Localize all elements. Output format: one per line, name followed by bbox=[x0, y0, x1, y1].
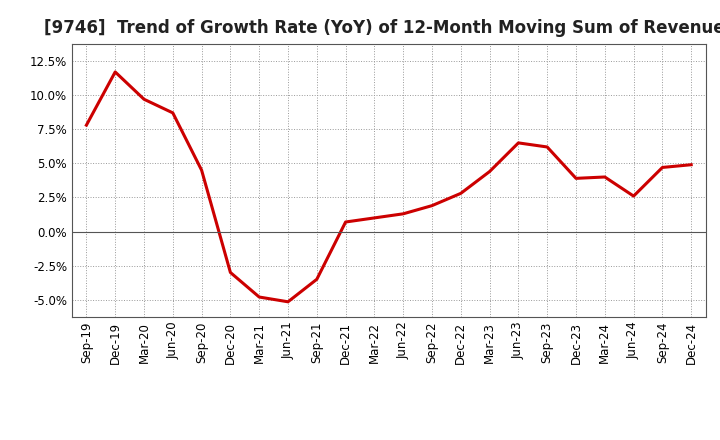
Title: [9746]  Trend of Growth Rate (YoY) of 12-Month Moving Sum of Revenues: [9746] Trend of Growth Rate (YoY) of 12-… bbox=[43, 19, 720, 37]
